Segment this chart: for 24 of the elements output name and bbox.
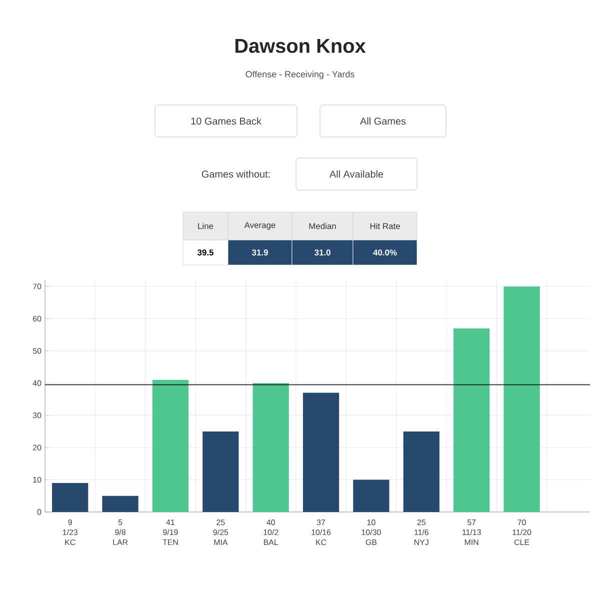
text: Games without: (202, 170, 270, 178)
text: 10 Games Back (191, 117, 262, 125)
bar (102, 496, 138, 512)
text: 31.9 (252, 249, 268, 256)
text: All Available (329, 170, 384, 178)
bar (302, 392, 340, 512)
chart-subtitle: Offense - Receiving - Yards (246, 70, 354, 80)
text: 40.0% (373, 250, 397, 256)
bar (52, 482, 88, 512)
bar (403, 431, 440, 512)
bar (504, 286, 540, 512)
text: Median (309, 222, 336, 230)
text: All Games (360, 117, 406, 125)
text: Hit Rate (370, 222, 400, 230)
bar (202, 431, 239, 512)
text: Line (198, 222, 214, 230)
text: 31.0 (314, 249, 330, 256)
text: Average (244, 222, 276, 230)
bar (152, 380, 189, 512)
bar (454, 328, 490, 512)
text: 39.5 (197, 249, 214, 256)
chart-title: Dawson Knox (235, 39, 366, 53)
bar (353, 480, 390, 512)
bar (252, 383, 289, 512)
